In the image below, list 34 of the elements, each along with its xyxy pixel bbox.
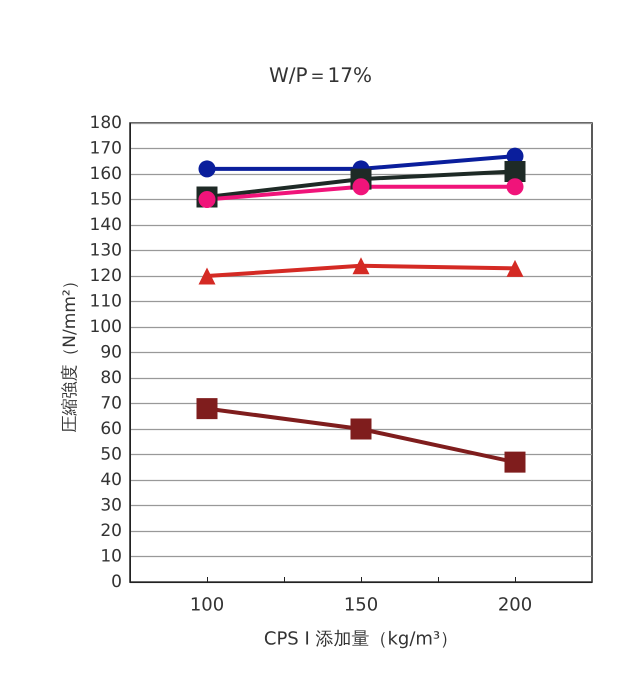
- y-tick-label: 20: [100, 521, 122, 541]
- point: [198, 160, 216, 178]
- y-tick-label: 50: [100, 444, 122, 464]
- point: [506, 260, 524, 277]
- y-tick-label: 110: [90, 292, 122, 312]
- x-tick-label: 150: [344, 594, 378, 616]
- y-tick-label: 80: [100, 368, 122, 388]
- point: [504, 160, 526, 182]
- y-tick-label: 70: [100, 394, 122, 414]
- y-tick-label: 90: [100, 342, 122, 362]
- point: [198, 268, 216, 284]
- y-tick-label: 10: [100, 546, 122, 566]
- y-tick-label: 160: [90, 164, 122, 184]
- chart-title: W/P＝17%: [268, 63, 372, 87]
- y-tick-label: 60: [100, 419, 122, 439]
- x-tick-label: 200: [498, 594, 532, 616]
- x-tick-label: 100: [190, 594, 224, 616]
- y-tick-label: 0: [111, 572, 122, 592]
- point: [196, 398, 218, 420]
- y-tick-label: 170: [90, 138, 122, 158]
- point: [350, 418, 372, 440]
- point: [504, 452, 526, 473]
- point: [352, 257, 370, 274]
- y-tick-label: 40: [100, 470, 122, 490]
- y-tick-label: 130: [90, 240, 122, 260]
- point: [506, 178, 524, 196]
- y-tick-label: 180: [90, 113, 122, 133]
- y-tick-label: 120: [90, 266, 122, 286]
- y-tick-label: 140: [90, 215, 122, 235]
- y-tick-label: 150: [90, 190, 122, 210]
- y-tick-label: 30: [100, 496, 122, 516]
- y-axis-title: 圧縮強度（N/mm²）: [60, 272, 80, 433]
- y-tick-label: 100: [90, 317, 122, 337]
- x-axis-title: CPS Ⅰ 添加量（kg/m³）: [264, 628, 458, 650]
